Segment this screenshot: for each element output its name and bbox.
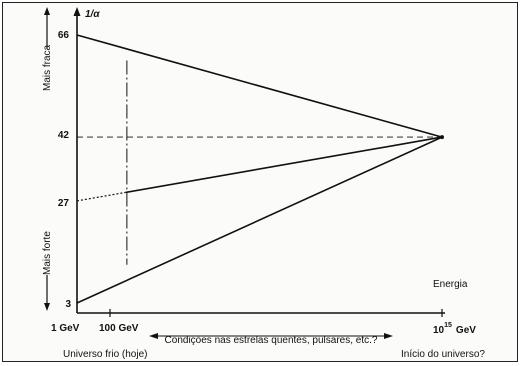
x-tick-label-1gev: 1 GeV xyxy=(51,323,80,334)
x-axis-name: Energia xyxy=(433,279,468,290)
y-axis-arrowhead xyxy=(73,7,81,16)
series-line-2 xyxy=(125,136,443,194)
range-arrowhead-left xyxy=(149,333,158,339)
convergence-point xyxy=(440,135,444,140)
y-tick-label-3: 3 xyxy=(65,299,71,310)
right-caption: Início do universo? xyxy=(401,349,485,360)
x-tick-label-1e15gev: 1015 GeV xyxy=(433,322,476,336)
chart-frame: 1/α 66 42 27 3 1 GeV 100 GeV 1015 GeV Mai… xyxy=(2,2,518,362)
lower-side-label: Mais forte xyxy=(42,231,53,275)
y-axis-title: 1/α xyxy=(85,9,100,20)
upper-side-label: Mais fraca xyxy=(42,44,53,91)
range-arrowhead-right xyxy=(384,333,393,339)
left-caption: Universo frio (hoje) xyxy=(63,349,147,360)
range-arrow-label: Condições nas estrelas quentes, pulsares… xyxy=(165,335,378,346)
x-tick-label-100gev: 100 GeV xyxy=(99,323,139,334)
weaker-arrowhead xyxy=(44,7,50,15)
series-line-3 xyxy=(76,191,126,202)
y-tick-label-27: 27 xyxy=(58,198,70,209)
data-layer xyxy=(76,34,444,304)
unification-chart: 1/α 66 42 27 3 1 GeV 100 GeV 1015 GeV Mai… xyxy=(42,7,485,360)
y-tick-label-66: 66 xyxy=(58,30,70,41)
series-line-1 xyxy=(76,34,443,138)
y-tick-label-42: 42 xyxy=(58,130,70,141)
series-line-4 xyxy=(76,136,443,304)
stronger-arrowhead xyxy=(44,303,50,311)
